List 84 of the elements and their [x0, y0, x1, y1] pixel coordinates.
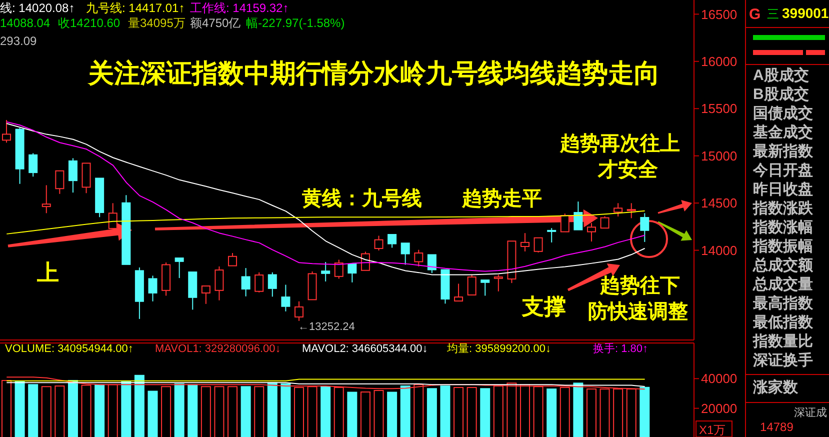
text: 涨家数	[752, 378, 799, 396]
text: 基金成交	[752, 123, 813, 141]
bar	[573, 382, 584, 437]
text: 三	[767, 7, 779, 21]
bar	[426, 388, 437, 437]
bar	[480, 388, 490, 437]
annotation: ←13252.24	[298, 321, 355, 333]
y-tick-label: 14500	[701, 196, 738, 211]
annotation: 九号线: 14417.01↑	[86, 1, 185, 15]
annotation: 量34095万	[128, 16, 186, 30]
annotation: 均量: 395899200.00↓	[446, 343, 551, 355]
annotation: 幅-227.97(-1.58%)	[246, 16, 345, 30]
bar	[267, 382, 278, 437]
annotation: MAVOL1: 329280096.00↓	[155, 343, 281, 355]
annotation: 线: 14020.08↑	[0, 1, 75, 15]
annotation: 防快速调整	[588, 300, 688, 323]
annotation: 工作线: 14159.32↑	[190, 1, 289, 15]
annotation: MAVOL2: 346605344.00↓	[302, 343, 428, 355]
candlestick	[241, 268, 250, 297]
bar	[280, 383, 291, 437]
bar	[94, 384, 105, 437]
text: 指数振幅	[752, 238, 813, 255]
y-tick-label: 16000	[701, 54, 738, 70]
annotation: 额4750亿	[190, 16, 241, 30]
y-tick-label: 14000	[701, 242, 738, 258]
y-tick-label: 40000	[701, 371, 738, 386]
bar	[387, 392, 398, 437]
y-axis-title: X1万	[699, 423, 726, 437]
bar	[148, 390, 158, 437]
annotation: 293.09	[0, 34, 38, 48]
annotation: 换手: 1.80↑	[593, 342, 648, 355]
bar	[640, 386, 650, 437]
text: A股成交	[753, 66, 809, 84]
text: 最高指数	[752, 294, 814, 312]
bar	[134, 374, 144, 437]
bar	[320, 386, 331, 437]
bar	[546, 388, 557, 437]
text: 关注深证指数中期行情分水岭九号线均线趋势走向	[87, 58, 660, 88]
candlestick	[640, 212, 650, 242]
text: 指数涨跌	[752, 200, 814, 217]
annotation: 14088.04	[0, 16, 50, 30]
text: B股成交	[753, 85, 809, 103]
y-tick-label: 15000	[701, 148, 738, 164]
annotation: 趋势再次往上	[559, 133, 680, 155]
text: 最新指数	[752, 142, 814, 160]
bar	[240, 386, 251, 437]
bar	[400, 386, 410, 437]
candlestick	[520, 232, 530, 252]
text: 昨日收盘	[753, 181, 813, 198]
bar	[440, 386, 450, 437]
y-tick-label: 15500	[701, 101, 738, 116]
bar	[188, 384, 198, 437]
bar	[174, 383, 184, 437]
candlestick	[68, 158, 78, 194]
text: 399001	[782, 5, 829, 21]
candlestick	[42, 184, 51, 214]
annotation: 上	[36, 260, 59, 285]
annotation: 黄线：九号线	[301, 188, 422, 210]
bar	[121, 381, 132, 437]
bar	[28, 384, 38, 437]
y-tick-label: 20000	[701, 400, 738, 416]
candlestick	[281, 284, 290, 312]
annotation: 趋势走平	[461, 188, 542, 210]
text: 总成交额	[752, 256, 814, 274]
text: 指数量比	[752, 333, 813, 350]
text: 深证成	[794, 406, 827, 419]
bar	[14, 381, 25, 437]
annotation: 收14210.60	[58, 16, 120, 30]
candlestick	[321, 261, 330, 282]
y-tick-label: 16500	[701, 6, 738, 22]
annotation: 支撑	[521, 294, 566, 319]
text: 今日开盘	[752, 162, 813, 179]
text: G	[749, 6, 761, 23]
text: 总成交量	[752, 275, 813, 293]
text: 最低指数	[752, 314, 814, 331]
annotation: 趋势往下	[599, 275, 680, 297]
text: 深证换手	[752, 352, 813, 369]
text: 指数涨幅	[752, 219, 813, 236]
annotation: 才安全	[597, 158, 659, 181]
text: 国债成交	[753, 104, 813, 122]
text: 14789	[760, 420, 794, 434]
annotation: VOLUME: 340954944.00↑	[5, 343, 134, 355]
bar	[68, 380, 78, 437]
bar	[347, 392, 358, 437]
